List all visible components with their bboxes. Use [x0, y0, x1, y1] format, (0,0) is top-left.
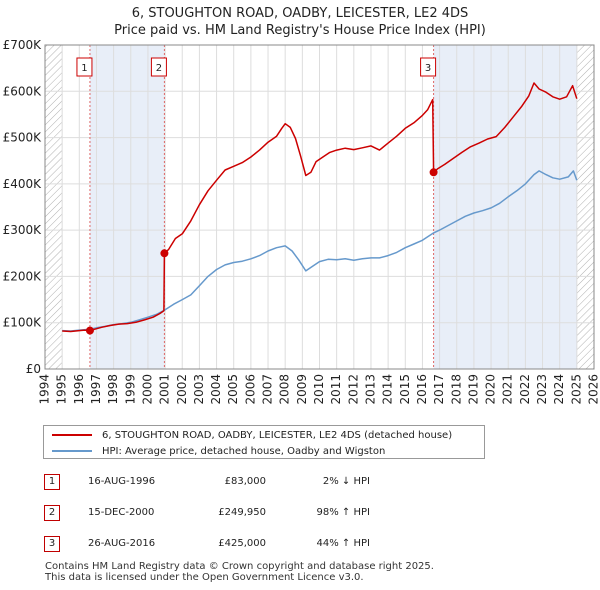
legend-item-hpi: HPI: Average price, detached house, Oadb…: [52, 443, 385, 459]
sale-number-box: [150, 57, 167, 77]
legend-label-property: 6, STOUGHTON ROAD, OADBY, LEICESTER, LE2…: [102, 429, 453, 441]
ownership-period-shading: [433, 45, 577, 369]
x-tick-label: 2001: [158, 374, 172, 405]
x-tick-label: 1994: [38, 374, 52, 405]
sale-hpi-change: 98% ↑ HPI: [316, 507, 370, 518]
legend-item-property: 6, STOUGHTON ROAD, OADBY, LEICESTER, LE2…: [52, 427, 452, 443]
hatched-region: [576, 45, 594, 369]
plot-frame: [44, 44, 595, 370]
sale-point: [429, 168, 438, 177]
chart-legend: 6, STOUGHTON ROAD, OADBY, LEICESTER, LE2…: [43, 425, 485, 459]
x-tick-label: 2016: [415, 374, 429, 405]
legend-swatch-hpi: [52, 450, 92, 452]
sale-price: £83,000: [224, 476, 266, 487]
x-tick-label: 2005: [226, 374, 240, 405]
y-tick-label: £0: [26, 362, 41, 376]
x-tick-label: 2021: [501, 374, 515, 405]
sale-hpi-change: 44% ↑ HPI: [316, 538, 370, 549]
legend-swatch-property: [52, 434, 92, 436]
x-tick-label: 2026: [587, 374, 600, 405]
x-tick-label: 1998: [106, 374, 120, 405]
y-tick-label: £300K: [3, 223, 43, 237]
price-chart: 6, STOUGHTON ROAD, OADBY, LEICESTER, LE2…: [3, 6, 600, 405]
sale-date: 26-AUG-2016: [88, 538, 156, 549]
sale-row: 2 15-DEC-2000 £249,950 98% ↑ HPI: [44, 505, 404, 523]
hatched-region: [45, 45, 63, 369]
hpi-series-line: [62, 170, 578, 332]
sale-hpi-change: 2% ↓ HPI: [322, 476, 370, 487]
x-tick-label: 1995: [55, 374, 69, 405]
x-tick-label: 2011: [329, 374, 343, 405]
sale-number-label: 2: [156, 63, 162, 74]
footer-line-licence: This data is licensed under the Open Gov…: [45, 572, 364, 583]
x-tick-label: 2008: [278, 374, 292, 405]
ownership-period-shading: [89, 45, 165, 369]
footer-attribution: Contains HM Land Registry data © Crown c…: [45, 561, 434, 583]
sale-price: £425,000: [218, 538, 266, 549]
sale-point: [85, 326, 94, 335]
property-series-line: [62, 82, 578, 333]
sale-row: 3 26-AUG-2016 £425,000 44% ↑ HPI: [44, 536, 404, 554]
x-tick-label: 2006: [243, 374, 257, 405]
sale-number-label: 1: [81, 63, 87, 74]
x-tick-label: 1997: [89, 374, 103, 405]
sale-number-box: [76, 57, 93, 77]
x-tick-label: 2023: [535, 374, 549, 405]
x-tick-label: 2014: [381, 374, 395, 405]
footer-line-copyright: Contains HM Land Registry data © Crown c…: [45, 561, 434, 572]
y-tick-label: £600K: [3, 84, 43, 98]
sale-number-label: 3: [425, 63, 431, 74]
x-tick-label: 2015: [398, 374, 412, 405]
x-tick-label: 2020: [484, 374, 498, 405]
x-tick-label: 2025: [569, 374, 583, 405]
y-tick-label: £500K: [3, 131, 43, 145]
sale-number-badge: 2: [44, 505, 60, 521]
x-tick-label: 2002: [175, 374, 189, 405]
sale-date: 16-AUG-1996: [88, 476, 156, 487]
sale-number-badge: 1: [44, 474, 60, 490]
x-tick-label: 2018: [449, 374, 463, 405]
sale-point: [160, 249, 169, 258]
sale-date: 15-DEC-2000: [88, 507, 155, 518]
x-tick-label: 2013: [363, 374, 377, 405]
x-tick-label: 2010: [312, 374, 326, 405]
x-tick-label: 2022: [518, 374, 532, 405]
x-tick-label: 1996: [72, 374, 86, 405]
x-tick-label: 2024: [552, 374, 566, 405]
x-tick-label: 2019: [466, 374, 480, 405]
chart-subtitle: Price paid vs. HM Land Registry's House …: [114, 23, 486, 38]
x-tick-label: 2000: [140, 374, 154, 405]
y-tick-label: £200K: [3, 269, 43, 283]
sale-row: 1 16-AUG-1996 £83,000 2% ↓ HPI: [44, 474, 404, 492]
y-tick-label: £100K: [3, 316, 43, 330]
x-tick-label: 1999: [123, 374, 137, 405]
x-tick-label: 2004: [209, 374, 223, 405]
x-tick-label: 2017: [432, 374, 446, 405]
chart-title: 6, STOUGHTON ROAD, OADBY, LEICESTER, LE2…: [132, 6, 469, 21]
x-tick-label: 2009: [295, 374, 309, 405]
legend-label-hpi: HPI: Average price, detached house, Oadb…: [102, 445, 386, 457]
x-tick-label: 2007: [261, 374, 275, 405]
sale-number-box: [420, 57, 437, 77]
x-tick-label: 2003: [192, 374, 206, 405]
y-tick-label: £400K: [3, 177, 43, 191]
x-tick-label: 2012: [346, 374, 360, 405]
sale-number-badge: 3: [44, 536, 60, 552]
y-tick-label: £700K: [3, 38, 43, 52]
plot-area: £0 £100K £200K £300K £400K £500K £600K £700K 199…: [3, 38, 600, 405]
sale-price: £249,950: [218, 507, 266, 518]
